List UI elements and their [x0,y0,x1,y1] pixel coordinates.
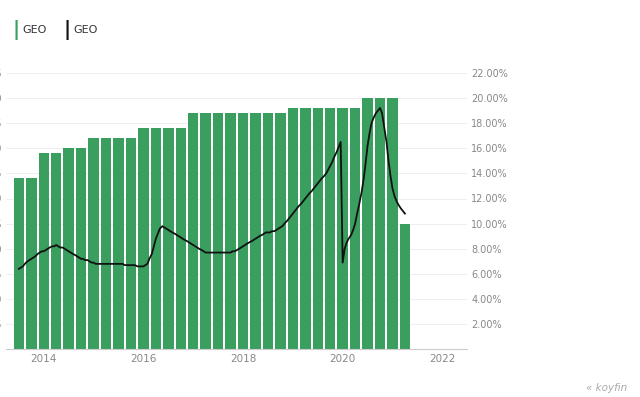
Bar [163,128,173,349]
Bar [275,113,285,349]
Bar [300,108,310,349]
Bar [125,138,136,349]
Bar [337,108,348,349]
Bar [225,113,236,349]
Bar [287,108,298,349]
Bar [101,138,111,349]
Bar [375,98,385,349]
Bar [238,113,248,349]
Bar [175,128,186,349]
Bar [350,108,360,349]
Bar [150,128,161,349]
Bar [26,178,36,349]
Bar [312,108,323,349]
Text: |: | [13,20,20,40]
Bar [262,113,273,349]
Bar [213,113,223,349]
Text: |: | [64,20,71,40]
Bar [113,138,124,349]
Bar [325,108,335,349]
Text: Div Yld (Ind): Div Yld (Ind) [399,366,458,374]
Bar [138,128,148,349]
Bar [400,224,410,349]
Text: DPS (FQ): DPS (FQ) [334,366,376,374]
Bar [387,98,397,349]
Text: 0.00%: 0.00% [413,380,444,390]
Bar [188,113,198,349]
Bar [76,148,86,349]
Bar [13,178,24,349]
Text: 0.00: 0.00 [344,380,366,390]
Bar [38,153,49,349]
Text: GEO: GEO [74,25,98,35]
Bar [200,113,211,349]
Bar [51,153,61,349]
Bar [88,138,99,349]
Bar [362,98,372,349]
Bar [250,113,260,349]
Text: « koyfin: « koyfin [586,383,627,393]
Bar [63,148,74,349]
Text: GEO: GEO [22,25,47,35]
